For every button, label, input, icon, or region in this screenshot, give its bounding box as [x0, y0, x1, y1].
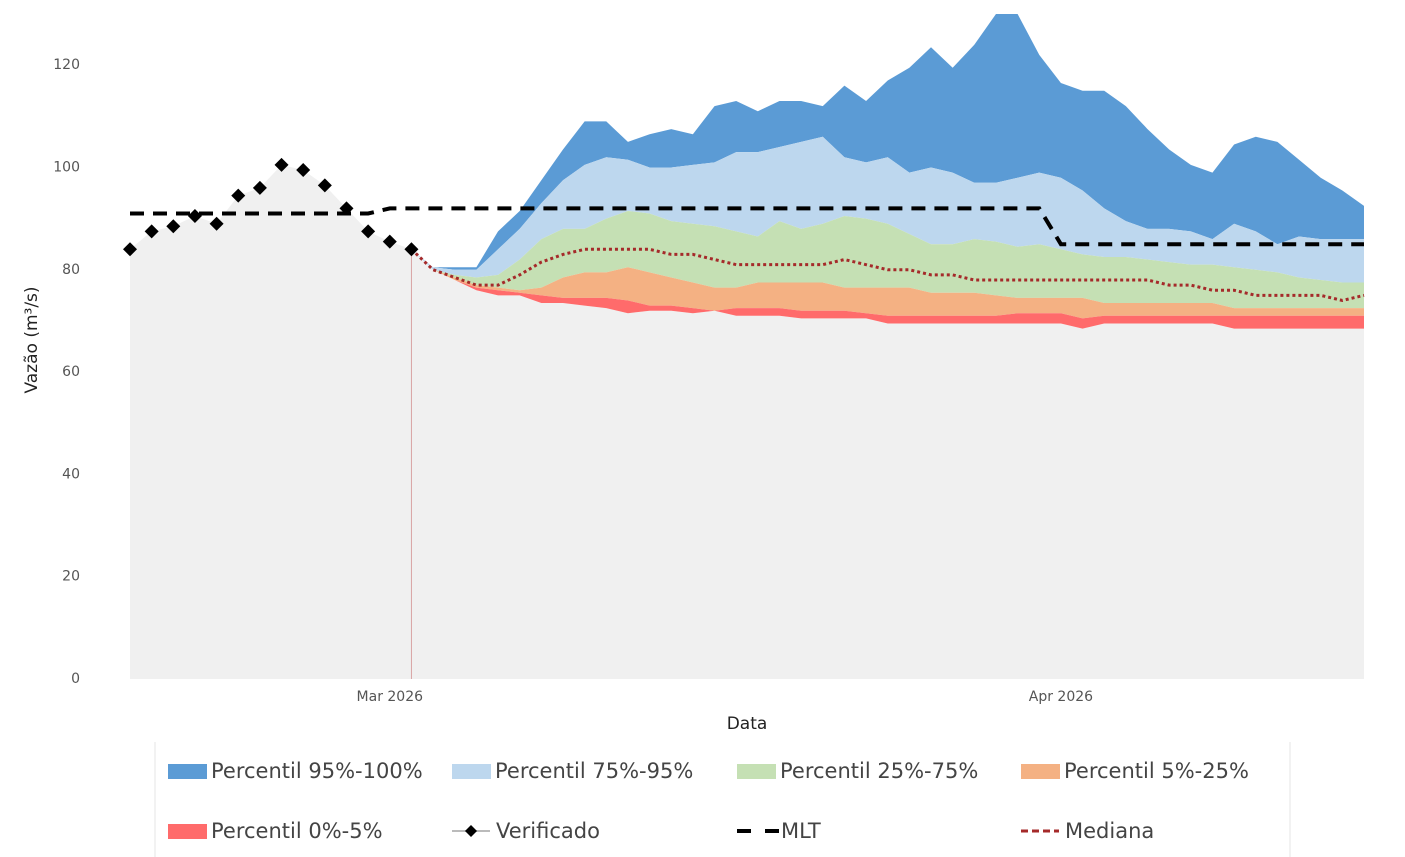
legend-item: Percentil 0%-5% — [168, 819, 383, 843]
legend-label: Percentil 5%-25% — [1064, 759, 1249, 783]
verified-marker — [296, 163, 311, 178]
band-area — [411, 14, 1364, 270]
legend-swatch — [737, 764, 776, 779]
legend-item: Percentil 75%-95% — [452, 759, 693, 783]
x-tick-label: Mar 2026 — [357, 689, 424, 705]
legend-item: Percentil 5%-25% — [1021, 759, 1249, 783]
band-area — [411, 210, 1364, 309]
verified-marker — [317, 178, 332, 193]
verified-marker — [231, 188, 246, 203]
y-tick-label: 120 — [53, 57, 80, 73]
y-tick-label: 40 — [62, 466, 80, 482]
legend-label: Percentil 75%-95% — [495, 759, 693, 783]
verified-marker — [339, 201, 354, 216]
verified-marker — [123, 242, 137, 257]
legend-swatch — [168, 824, 207, 839]
y-tick-label: 100 — [53, 159, 80, 175]
legend-label: Mediana — [1065, 819, 1154, 843]
legend-swatch — [452, 764, 491, 779]
legend-item: Verificado — [452, 819, 600, 843]
y-tick-label: 60 — [62, 364, 80, 380]
legend-swatch — [168, 764, 207, 779]
median-line — [410, 247, 1365, 303]
base-area — [130, 164, 1364, 680]
verified-marker — [187, 209, 202, 224]
band-area — [411, 249, 1364, 329]
verified-marker — [274, 157, 289, 172]
legend-label: Percentil 0%-5% — [211, 819, 383, 843]
legend-label: Verificado — [496, 819, 600, 843]
verified-marker — [252, 180, 267, 195]
verified-marker — [144, 224, 159, 239]
y-tick-label: 80 — [62, 262, 80, 278]
legend-swatch — [1021, 764, 1060, 779]
y-tick-label: 20 — [62, 569, 80, 585]
x-axis-title: Data — [727, 714, 768, 734]
verified-marker — [209, 216, 224, 231]
legend-item: MLT — [737, 819, 821, 843]
legend-swatch — [465, 825, 477, 837]
verified-marker — [404, 242, 419, 257]
plot-area — [123, 14, 1365, 680]
verified-marker — [361, 224, 376, 239]
y-tick-label: 0 — [71, 671, 80, 687]
legend-label: Percentil 95%-100% — [211, 759, 423, 783]
legend-item: Percentil 25%-75% — [737, 759, 978, 783]
band-area — [411, 249, 1364, 319]
x-tick-label: Apr 2026 — [1029, 689, 1093, 705]
legend-item: Mediana — [1021, 819, 1154, 843]
legend-label: MLT — [781, 819, 821, 843]
verified-marker — [382, 234, 397, 249]
y-axis-title: Vazão (m³/s) — [22, 286, 42, 393]
legend-label: Percentil 25%-75% — [780, 759, 978, 783]
verified-marker — [166, 219, 181, 234]
legend-item: Percentil 95%-100% — [168, 759, 423, 783]
